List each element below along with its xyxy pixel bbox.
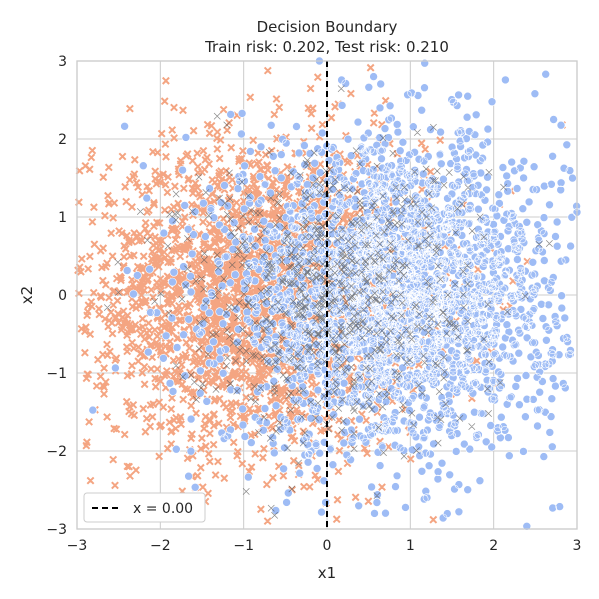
series-1: [88, 56, 582, 531]
x-tick-label: 1: [406, 538, 415, 554]
y-axis-ticks: −3 −2 −1 0 1 2 3: [46, 54, 67, 538]
data-points: [74, 56, 582, 531]
y-tick-label: −2: [46, 444, 67, 460]
series-2: [103, 85, 553, 519]
point-markers-x: [103, 85, 553, 519]
x-tick-label: −1: [233, 538, 254, 554]
y-tick-label: −3: [46, 522, 67, 538]
y-tick-label: 1: [58, 210, 67, 226]
y-tick-label: 3: [58, 54, 67, 70]
y-axis-label: x2: [18, 286, 36, 304]
y-tick-label: −1: [46, 366, 67, 382]
x-axis-ticks: −3 −2 −1 0 1 2 3: [67, 538, 582, 554]
legend-entry-boundary: x = 0.00: [133, 501, 193, 517]
x-tick-label: 2: [489, 538, 498, 554]
chart-title: Decision Boundary: [257, 18, 398, 36]
legend: x = 0.00: [83, 492, 206, 523]
x-tick-label: −2: [150, 538, 171, 554]
x-axis-label: x1: [318, 564, 336, 582]
y-tick-label: 0: [58, 288, 67, 304]
legend-box: [83, 492, 206, 523]
x-tick-label: 3: [573, 538, 582, 554]
point-markers-circle: [88, 56, 582, 531]
x-tick-label: −3: [67, 538, 88, 554]
x-tick-label: 0: [323, 538, 332, 554]
y-tick-label: 2: [58, 132, 67, 148]
plot-border: [76, 60, 578, 530]
chart-subtitle: Train risk: 0.202, Test risk: 0.210: [204, 38, 449, 56]
